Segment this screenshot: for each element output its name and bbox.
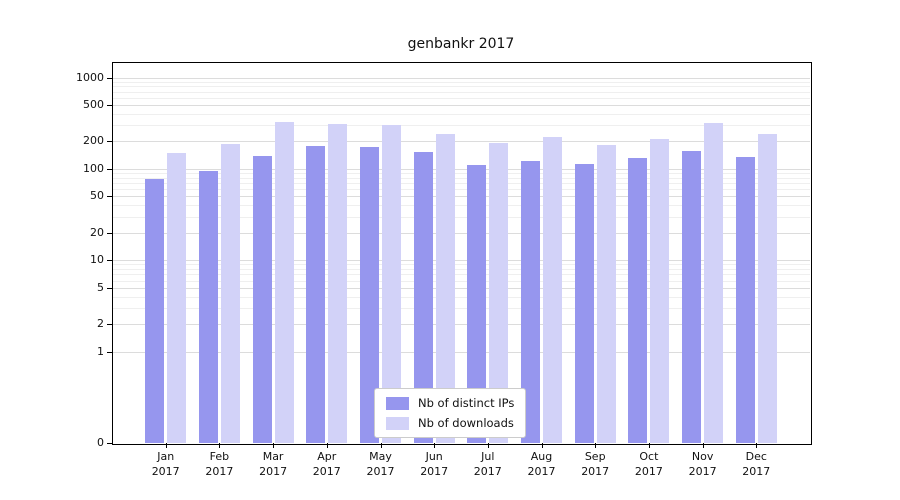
legend-entry-downloads: Nb of downloads [386,416,514,430]
minor-gridline [112,269,810,271]
minor-gridline [112,173,810,175]
chart-title: genbankr 2017 [407,36,515,52]
bar-distinct-ips [574,164,594,443]
minor-gridline [112,125,810,127]
major-gridline [112,232,810,234]
bar-distinct-ips [413,151,433,443]
legend-label-downloads: Nb of downloads [418,416,514,430]
major-gridline [112,168,810,170]
minor-gridline [112,308,810,309]
minor-gridline [112,189,810,191]
legend-entry-distinct-ips: Nb of distinct IPs [386,396,514,410]
bar-distinct-ips [360,146,379,443]
bar-downloads [757,133,777,443]
minor-gridline [112,91,810,93]
minor-gridline [112,264,810,266]
bar-distinct-ips [306,146,326,443]
minor-gridline [112,296,810,298]
major-gridline [112,141,810,143]
minor-gridline [112,183,810,185]
legend-swatch-downloads [386,416,409,430]
bar-downloads [543,137,562,443]
minor-gridline [112,205,810,207]
major-gridline [112,196,810,198]
bar-distinct-ips [252,155,272,443]
minor-gridline [112,274,810,276]
bar-downloads [650,139,670,443]
major-gridline [112,260,810,262]
minor-gridline [112,280,810,282]
bar-downloads [220,144,240,443]
minor-gridline [112,97,810,99]
bar-distinct-ips [198,170,218,443]
bar-distinct-ips [682,150,702,443]
major-gridline [112,77,810,79]
legend-swatch-distinct-ips [386,396,409,410]
bar-downloads [274,121,294,443]
bar-downloads [489,142,509,443]
minor-gridline [112,113,810,115]
major-gridline [112,324,810,326]
major-gridline [112,351,810,353]
major-gridline [112,287,810,289]
bar-downloads [704,123,724,443]
minor-gridline [112,216,810,218]
bar-distinct-ips [145,178,165,443]
minor-gridline [112,86,810,88]
bar-downloads [167,152,187,443]
bar-downloads [328,123,348,443]
bar-distinct-ips [521,161,540,443]
major-gridline [112,105,810,106]
bar-distinct-ips [735,156,755,443]
bar-distinct-ips [628,158,648,443]
legend-label-distinct-ips: Nb of distinct IPs [418,396,515,410]
bar-downloads [435,134,455,443]
minor-gridline [112,81,810,83]
bar-downloads [596,145,616,443]
bar-downloads [382,125,401,443]
bar-distinct-ips [467,165,487,443]
legend: Nb of distinct IPs Nb of downloads [374,388,527,438]
minor-gridline [112,177,810,179]
